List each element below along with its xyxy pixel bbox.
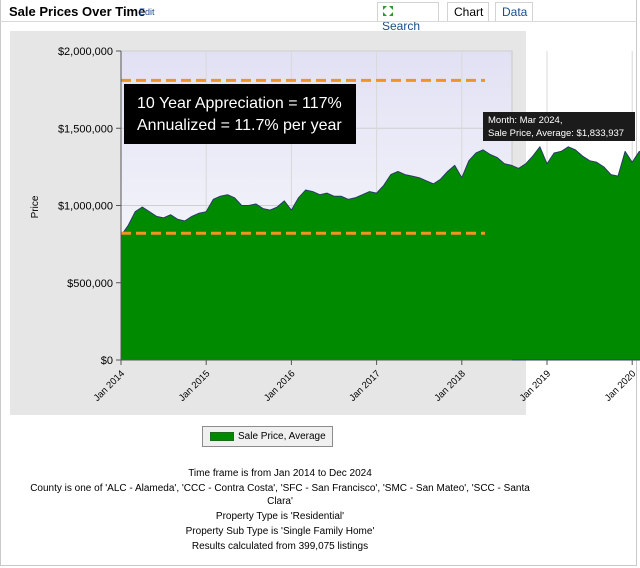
legend-swatch [210, 432, 234, 441]
x-tick-label: Jan 2015 [177, 368, 212, 403]
tab-chart[interactable]: Chart [447, 2, 489, 21]
x-tick-label: Jan 2014 [92, 368, 127, 403]
criteria-county: County is one of 'ALC - Alameda', 'CCC -… [30, 483, 530, 507]
chart-criteria: Time frame is from Jan 2014 to Dec 2024 … [20, 467, 540, 555]
x-tick-label: Jan 2016 [262, 368, 297, 403]
area-series-sale-price[interactable] [120, 63, 640, 361]
expand-icon [383, 6, 393, 16]
hover-tooltip: Month: Mar 2024, Sale Price, Average: $1… [483, 112, 635, 141]
annotation-line-2: Annualized = 11.7% per year [137, 117, 342, 134]
y-tick-label: $1,000,000 [58, 201, 113, 213]
y-axis-ticks: $0 $500,000 $1,000,000 $1,500,000 $2,000,000 [58, 46, 121, 367]
criteria-listings: Results calculated from 399,075 listings [191, 541, 369, 552]
criteria-timeframe: Time frame is from Jan 2014 to Dec 2024 [188, 468, 372, 479]
search-label: Search [382, 19, 421, 33]
panel-header: Sale Prices Over Time Edit Search Chart … [0, 0, 640, 33]
y-tick-label: $2,000,000 [58, 46, 113, 58]
y-axis-title: Price [30, 195, 41, 218]
edit-link[interactable]: Edit [139, 7, 155, 17]
annotation-line-1: 10 Year Appreciation = 117% [137, 95, 342, 112]
criteria-sub-type: Property Sub Type is 'Single Family Home… [185, 526, 375, 537]
x-tick-label: Jan 2019 [518, 368, 553, 403]
x-axis-ticks: Jan 2014 Jan 2015 Jan 2016 Jan 2017 Jan 2018… [92, 360, 638, 404]
header-divider [0, 21, 637, 22]
y-tick-label: $0 [101, 355, 113, 367]
tab-data[interactable]: Data [495, 2, 533, 21]
criteria-property-type: Property Type is 'Residential' [215, 511, 345, 522]
appreciation-annotation: 10 Year Appreciation = 117% Annualized =… [124, 84, 356, 144]
x-tick-label: Jan 2017 [347, 368, 382, 403]
search-button[interactable]: Search [377, 2, 439, 33]
panel-title: Sale Prices Over Time [9, 4, 146, 19]
x-tick-label: Jan 2020 [603, 368, 638, 403]
y-tick-label: $500,000 [67, 278, 113, 290]
legend[interactable]: Sale Price, Average [202, 426, 333, 447]
x-tick-label: Jan 2018 [432, 368, 467, 403]
legend-label: Sale Price, Average [238, 431, 326, 442]
area-chart: $0 $500,000 $1,000,000 $1,500,000 $2,000,000… [30, 46, 640, 404]
y-tick-label: $1,500,000 [58, 123, 113, 135]
reference-lines [121, 78, 485, 235]
tooltip-month: Month: Mar 2024, [488, 115, 563, 126]
tooltip-value: Sale Price, Average: $1,833,937 [488, 128, 625, 139]
